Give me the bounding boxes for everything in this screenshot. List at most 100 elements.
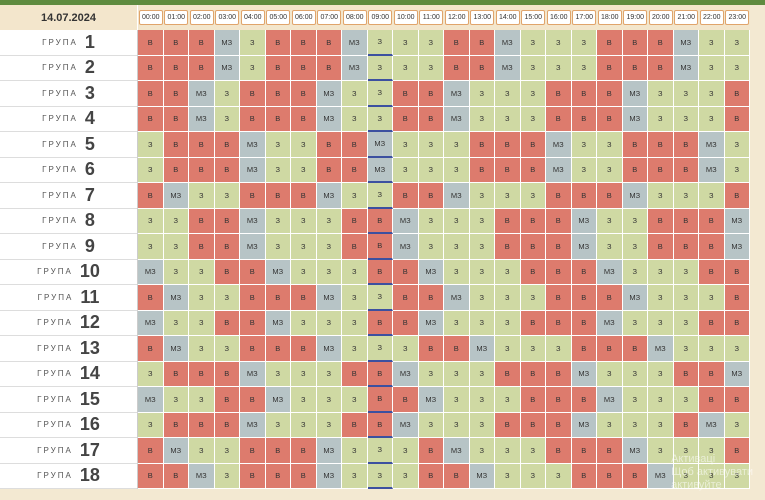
schedule-cell: В — [240, 438, 266, 464]
schedule-cell: МЗ — [444, 285, 470, 311]
schedule-cell: З — [724, 412, 750, 438]
schedule-cell: В — [367, 208, 393, 234]
schedule-cell: В — [571, 463, 597, 489]
schedule-cell: В — [163, 55, 189, 81]
schedule-cell: В — [673, 157, 699, 183]
group-number: 9 — [84, 235, 95, 256]
schedule-cell: МЗ — [393, 234, 419, 260]
schedule-cell: З — [648, 387, 674, 413]
schedule-cell: З — [240, 30, 266, 56]
hour-header: 20:00 — [648, 5, 674, 30]
group-number: 17 — [79, 439, 100, 460]
schedule-cell: В — [291, 55, 317, 81]
schedule-cell: З — [367, 463, 393, 489]
schedule-cell: В — [546, 361, 572, 387]
schedule-cell: В — [597, 30, 623, 56]
hour-header: 23:00 — [724, 5, 750, 30]
schedule-cell: В — [163, 30, 189, 56]
schedule-cell: З — [265, 132, 291, 158]
schedule-cell: З — [367, 81, 393, 107]
schedule-cell: З — [316, 361, 342, 387]
schedule-cell: В — [367, 387, 393, 413]
schedule-cell: В — [495, 208, 521, 234]
schedule-cell: В — [724, 438, 750, 464]
hour-label: 17:00 — [572, 10, 597, 25]
schedule-cell: В — [163, 463, 189, 489]
schedule-cell: В — [597, 106, 623, 132]
schedule-cell: В — [673, 208, 699, 234]
schedule-cell: МЗ — [342, 55, 368, 81]
schedule-cell: З — [597, 157, 623, 183]
group-number: 2 — [84, 57, 95, 78]
schedule-cell: МЗ — [189, 463, 215, 489]
group-label: ГРУПА 1 — [0, 30, 138, 56]
schedule-cell: З — [342, 336, 368, 362]
schedule-cell: МЗ — [240, 234, 266, 260]
schedule-cell: В — [495, 412, 521, 438]
schedule-cell: МЗ — [138, 259, 164, 285]
hour-header: 02:00 — [189, 5, 215, 30]
schedule-cell: МЗ — [367, 132, 393, 158]
schedule-cell: З — [291, 310, 317, 336]
schedule-cell: В — [444, 30, 470, 56]
schedule-cell: З — [189, 183, 215, 209]
group-number: 10 — [79, 261, 100, 282]
group-word: ГРУПА — [37, 343, 73, 353]
schedule-cell: В — [699, 259, 725, 285]
schedule-cell: З — [699, 463, 725, 489]
schedule-cell: В — [189, 30, 215, 56]
schedule-cell: З — [316, 310, 342, 336]
schedule-cell: В — [189, 157, 215, 183]
schedule-cell: В — [214, 208, 240, 234]
schedule-cell: В — [342, 234, 368, 260]
schedule-cell: З — [469, 106, 495, 132]
group-word: ГРУПА — [42, 190, 78, 200]
schedule-cell: В — [265, 55, 291, 81]
schedule-cell: З — [673, 438, 699, 464]
schedule-cell: В — [189, 412, 215, 438]
schedule-cell: МЗ — [673, 55, 699, 81]
schedule-cell: З — [342, 183, 368, 209]
schedule-cell: В — [724, 259, 750, 285]
group-label: ГРУПА 13 — [0, 336, 138, 362]
group-label: ГРУПА 14 — [0, 361, 138, 387]
schedule-cell: З — [418, 208, 444, 234]
group-label: ГРУПА 9 — [0, 234, 138, 260]
schedule-cell: В — [265, 30, 291, 56]
hour-header: 16:00 — [546, 5, 572, 30]
schedule-cell: В — [546, 438, 572, 464]
schedule-cell: В — [342, 412, 368, 438]
activation-watermark: Активаці Щоб активувати активуйте — [671, 453, 753, 492]
schedule-cell: З — [597, 412, 623, 438]
schedule-cell: З — [393, 30, 419, 56]
schedule-cell: В — [214, 310, 240, 336]
schedule-cell: МЗ — [673, 30, 699, 56]
schedule-cell: В — [418, 336, 444, 362]
schedule-cell: З — [393, 463, 419, 489]
group-word: ГРУПА — [42, 63, 78, 73]
schedule-cell: З — [138, 412, 164, 438]
schedule-cell: МЗ — [316, 463, 342, 489]
schedule-cell: В — [571, 310, 597, 336]
schedule-cell: В — [393, 310, 419, 336]
schedule-cell: З — [597, 132, 623, 158]
schedule-cell: В — [138, 55, 164, 81]
schedule-cell: В — [597, 55, 623, 81]
schedule-cell: МЗ — [622, 438, 648, 464]
schedule-cell: В — [571, 106, 597, 132]
hour-label: 22:00 — [699, 10, 724, 25]
schedule-cell: В — [291, 438, 317, 464]
group-number: 4 — [84, 108, 95, 129]
hour-header: 22:00 — [699, 5, 725, 30]
group-word: ГРУПА — [37, 292, 74, 302]
schedule-cell: З — [673, 310, 699, 336]
schedule-cell: МЗ — [469, 463, 495, 489]
schedule-cell: В — [291, 106, 317, 132]
schedule-cell: З — [291, 387, 317, 413]
hour-label: 18:00 — [597, 10, 622, 25]
schedule-cell: МЗ — [699, 132, 725, 158]
schedule-cell: З — [520, 30, 546, 56]
schedule-cell: В — [724, 183, 750, 209]
schedule-cell: В — [546, 81, 572, 107]
schedule-cell: В — [699, 361, 725, 387]
